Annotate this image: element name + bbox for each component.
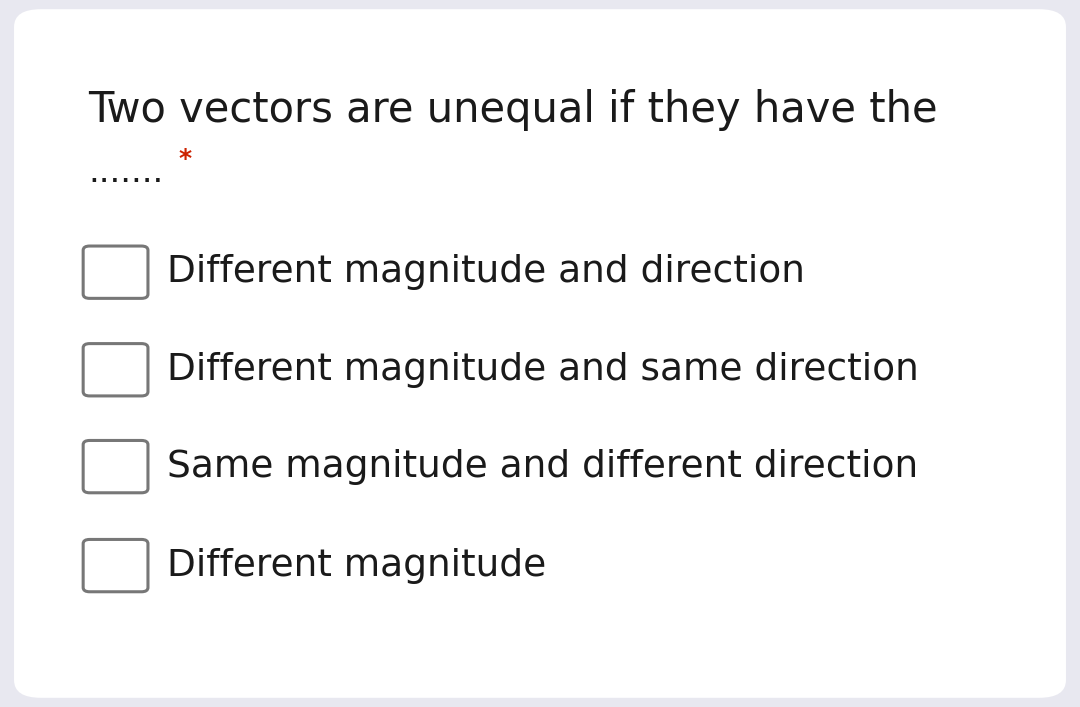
Text: Two vectors are unequal if they have the: Two vectors are unequal if they have the <box>89 88 939 131</box>
Text: *: * <box>178 147 191 171</box>
Text: Different magnitude and direction: Different magnitude and direction <box>167 255 806 290</box>
FancyBboxPatch shape <box>14 9 1066 698</box>
Text: Same magnitude and different direction: Same magnitude and different direction <box>167 449 918 484</box>
Text: .......: ....... <box>89 156 164 189</box>
Text: Different magnitude and same direction: Different magnitude and same direction <box>167 352 919 387</box>
Text: Different magnitude: Different magnitude <box>167 548 546 583</box>
FancyBboxPatch shape <box>83 440 148 493</box>
FancyBboxPatch shape <box>83 246 148 298</box>
FancyBboxPatch shape <box>83 539 148 592</box>
FancyBboxPatch shape <box>83 344 148 396</box>
